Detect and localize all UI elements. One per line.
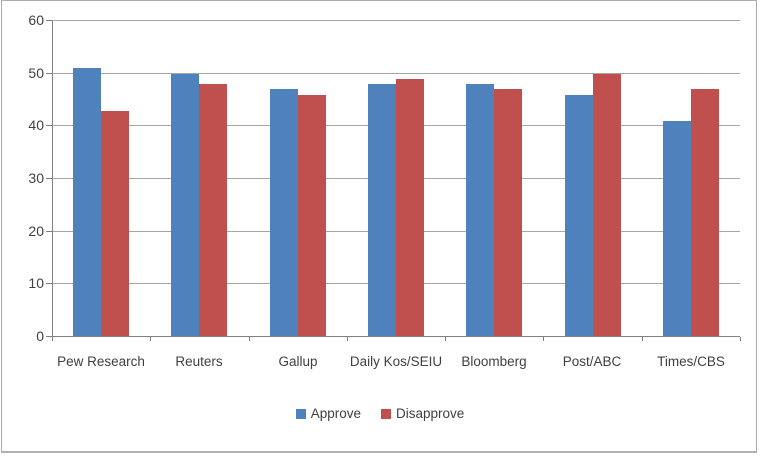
x-category-label-4: Bloomberg (461, 354, 527, 369)
x-tick-4 (445, 337, 446, 341)
y-tick-30 (46, 178, 52, 179)
bar-approve-2 (270, 89, 298, 336)
y-tick-label-40: 40 (28, 117, 44, 134)
bar-approve-0 (73, 68, 101, 336)
bar-disapprove-4 (494, 89, 522, 336)
y-tick-40 (46, 125, 52, 127)
y-tick-50 (46, 72, 52, 74)
y-tick-0 (46, 336, 52, 337)
legend-swatch-approve (295, 408, 306, 419)
legend-swatch-disapprove (381, 408, 391, 419)
x-category-label-0: Pew Research (57, 354, 145, 369)
x-tick-1 (150, 337, 151, 341)
x-category-label-3: Daily Kos/SEIU (349, 354, 443, 369)
x-tick-3 (347, 337, 348, 341)
y-tick-20 (46, 230, 52, 232)
y-tick-label-30: 30 (28, 170, 44, 186)
x-tick-7 (740, 337, 741, 341)
bar-disapprove-5 (593, 73, 621, 336)
x-tick-6 (642, 337, 643, 341)
x-category-label-1: Reuters (175, 354, 223, 369)
bar-approve-4 (466, 84, 494, 336)
x-category-label-5: Post/ABC (562, 354, 622, 369)
legend-label-disapprove: Disapprove (396, 406, 465, 421)
bar-approve-5 (565, 94, 593, 336)
x-axis-line (52, 336, 740, 337)
y-tick-label-10: 10 (28, 275, 44, 292)
x-tick-2 (249, 337, 250, 341)
y-tick-10 (46, 283, 52, 285)
bar-disapprove-6 (691, 89, 719, 336)
y-tick-60 (46, 20, 52, 21)
gridline-60 (52, 20, 740, 21)
legend-item-disapprove: Disapprove (381, 406, 464, 421)
gridline-50 (52, 72, 740, 74)
legend-label-approve: Approve (310, 406, 361, 421)
y-axis-line (52, 21, 53, 338)
x-tick-0 (52, 337, 53, 341)
bar-disapprove-3 (396, 78, 424, 336)
y-tick-label-60: 60 (28, 12, 44, 28)
x-tick-5 (543, 337, 544, 341)
y-tick-label-20: 20 (28, 222, 44, 239)
bar-approve-3 (368, 84, 396, 336)
y-tick-label-50: 50 (28, 64, 44, 81)
x-category-label-6: Times/CBS (657, 354, 725, 369)
x-category-label-2: Gallup (278, 354, 318, 369)
bar-approve-6 (663, 121, 691, 336)
bar-disapprove-1 (199, 84, 227, 336)
y-tick-label-0: 0 (36, 328, 44, 344)
legend-item-approve: Approve (295, 406, 361, 421)
bar-disapprove-2 (298, 94, 326, 336)
legend: Approve Disapprove (0, 406, 760, 421)
bar-approve-1 (171, 73, 199, 336)
bar-disapprove-0 (101, 110, 129, 336)
